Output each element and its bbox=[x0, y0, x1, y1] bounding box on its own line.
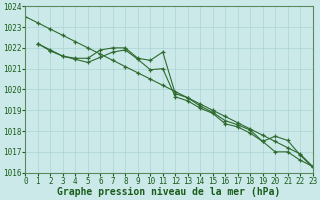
X-axis label: Graphe pression niveau de la mer (hPa): Graphe pression niveau de la mer (hPa) bbox=[57, 187, 281, 197]
